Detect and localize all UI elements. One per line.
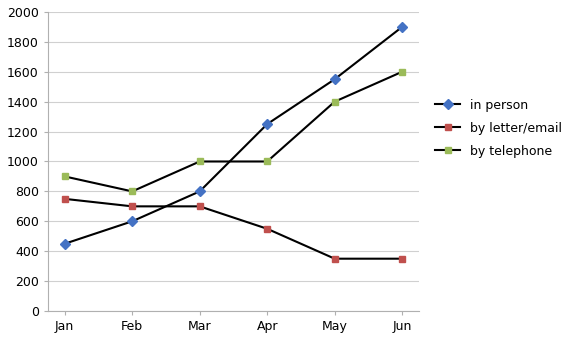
by telephone	[196, 159, 203, 164]
in person	[196, 189, 203, 193]
by telephone	[129, 189, 136, 193]
Line: in person: in person	[61, 23, 406, 247]
Line: by letter/email: by letter/email	[61, 195, 406, 262]
in person	[129, 219, 136, 223]
in person	[331, 77, 338, 81]
by telephone	[399, 70, 406, 74]
in person	[399, 25, 406, 29]
in person	[264, 122, 271, 126]
by letter/email	[61, 197, 68, 201]
by letter/email	[196, 204, 203, 208]
by letter/email	[399, 257, 406, 261]
in person	[61, 242, 68, 246]
by telephone	[61, 174, 68, 179]
Legend: in person, by letter/email, by telephone: in person, by letter/email, by telephone	[429, 93, 569, 165]
by letter/email	[264, 227, 271, 231]
by letter/email	[331, 257, 338, 261]
by telephone	[331, 100, 338, 104]
Line: by telephone: by telephone	[61, 68, 406, 195]
by telephone	[264, 159, 271, 164]
by letter/email	[129, 204, 136, 208]
